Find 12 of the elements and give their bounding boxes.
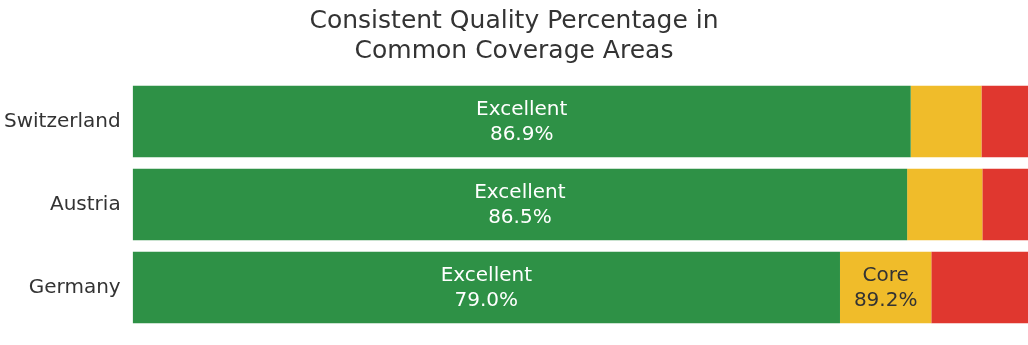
data-label: 79.0% <box>454 286 519 311</box>
series-label: Core <box>862 261 909 286</box>
text: Excellent <box>440 261 532 286</box>
chart-title: Consistent Quality Percentage in Common Coverage Areas <box>309 4 719 64</box>
y-tick-label: Austria <box>50 190 121 215</box>
y-tick-label: Switzerland <box>3 107 121 132</box>
annotation: 89.2% <box>853 286 918 311</box>
series-label: Excellent <box>474 178 566 203</box>
text: Excellent <box>476 95 568 120</box>
data-label: 86.9% <box>489 120 554 145</box>
y-tick-label: Germany <box>28 273 121 298</box>
data-label: 86.5% <box>488 203 552 228</box>
